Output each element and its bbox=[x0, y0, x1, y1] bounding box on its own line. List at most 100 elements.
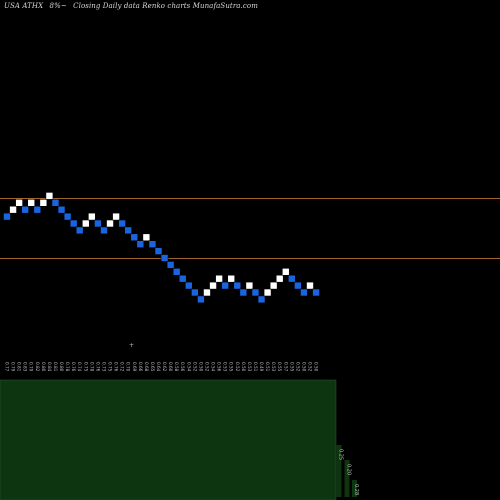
x-tick-label: 0.52 bbox=[235, 362, 240, 372]
renko-brick-down bbox=[57, 205, 66, 214]
renko-brick-down bbox=[257, 295, 266, 304]
renko-brick-down bbox=[197, 295, 205, 304]
x-tick-label: 0.74 bbox=[77, 362, 82, 372]
renko-brick-down bbox=[172, 267, 181, 276]
renko-brick-down bbox=[233, 281, 242, 290]
x-tick-label: 0.81 bbox=[17, 362, 22, 372]
x-tick-label: 0.72 bbox=[120, 362, 125, 372]
x-tick-label: 0.52 bbox=[308, 362, 313, 372]
renko-brick-down bbox=[69, 219, 78, 228]
chart-description: Closing Daily data Renko charts MunafaSu… bbox=[73, 2, 258, 10]
x-tick-label: 0.80 bbox=[59, 362, 64, 372]
x-tick-label: 0.58 bbox=[174, 362, 179, 372]
x-tick-label: 0.50 bbox=[198, 362, 203, 372]
x-tick-label: 0.52 bbox=[192, 362, 197, 372]
volume-label: 0.25 bbox=[338, 449, 344, 460]
renko-brick-up bbox=[81, 219, 90, 228]
renko-brick-down bbox=[288, 274, 296, 283]
renko-brick-down bbox=[63, 212, 72, 221]
x-tick-label: 0.56 bbox=[217, 362, 222, 372]
renko-brick-up bbox=[269, 281, 278, 290]
x-tick-label: 0.56 bbox=[180, 362, 185, 372]
x-tick-label: 0.51 bbox=[253, 362, 258, 372]
renko-brick-down bbox=[21, 205, 29, 214]
x-tick-label: 0.78 bbox=[89, 362, 94, 372]
renko-brick-down bbox=[191, 288, 199, 297]
x-tick-label: 0.52 bbox=[295, 362, 300, 372]
x-tick-label: 0.76 bbox=[114, 362, 119, 372]
renko-brick-up bbox=[106, 219, 114, 228]
x-tick-label: 0.84 bbox=[47, 362, 52, 372]
volume-area bbox=[0, 379, 337, 500]
x-tick-label: 0.57 bbox=[283, 362, 288, 372]
renko-brick-down bbox=[100, 226, 108, 235]
x-tick-label: 0.55 bbox=[277, 362, 282, 372]
renko-brick-down bbox=[300, 288, 308, 297]
chart-header: USA ATHX 8%~ Closing Daily data Renko ch… bbox=[4, 2, 262, 10]
reference-lines bbox=[0, 198, 500, 259]
renko-brick-up bbox=[45, 192, 54, 200]
x-tick-label: 0.79 bbox=[29, 362, 34, 372]
renko-brick-down bbox=[160, 254, 169, 262]
volume-bar bbox=[336, 445, 342, 497]
renko-brick-up bbox=[306, 281, 314, 290]
renko-brick-down bbox=[136, 240, 145, 248]
renko-brick-up bbox=[215, 274, 223, 283]
x-tick-label: 0.55 bbox=[229, 362, 234, 372]
marker-plus: + bbox=[129, 342, 134, 349]
x-tick-label: 0.77 bbox=[5, 362, 10, 372]
x-tick-label: 0.50 bbox=[301, 362, 306, 372]
renko-brick-down bbox=[33, 205, 42, 214]
x-tick-label: 0.69 bbox=[132, 362, 137, 372]
change-percent: 8%~ bbox=[49, 2, 67, 10]
x-tick-label: 0.62 bbox=[162, 362, 167, 372]
volume-panel: 0.250.20 0.28 bbox=[0, 379, 359, 500]
x-tick-label: 0.54 bbox=[186, 362, 191, 372]
renko-brick-up bbox=[245, 281, 254, 290]
renko-brick-down bbox=[124, 226, 132, 235]
renko-brick-down bbox=[294, 281, 302, 290]
renko-brick-down bbox=[312, 288, 320, 297]
x-tick-label: 0.53 bbox=[271, 362, 276, 372]
renko-brick-up bbox=[281, 267, 290, 276]
x-tick-label: 0.50 bbox=[314, 362, 319, 372]
x-tick-label: 0.54 bbox=[211, 362, 216, 372]
x-tick-label: 0.81 bbox=[53, 362, 58, 372]
volume-label: 0.20 bbox=[346, 464, 352, 475]
x-tick-label: 0.55 bbox=[289, 362, 294, 372]
renko-brick-up bbox=[263, 288, 272, 297]
renko-brick-up bbox=[39, 199, 48, 207]
renko-brick-down bbox=[148, 240, 157, 248]
ticker-symbol: USA ATHX bbox=[4, 2, 44, 10]
renko-brick-down bbox=[221, 281, 229, 290]
renko-brick-down bbox=[118, 219, 126, 228]
renko-brick-down bbox=[130, 233, 139, 242]
renko-brick-up bbox=[9, 205, 17, 214]
renko-brick-down bbox=[154, 247, 163, 255]
x-tick-label: 0.70 bbox=[126, 362, 131, 372]
x-tick-label: 0.60 bbox=[168, 362, 173, 372]
renko-brick-down bbox=[51, 199, 60, 207]
renko-brick-up bbox=[209, 281, 217, 290]
x-tick-label: 0.68 bbox=[144, 362, 149, 372]
x-axis-labels: 0.77 0.79 0.81 0.83 0.79 0.82 0.80 0.84 0.81 0.80… bbox=[5, 342, 319, 372]
x-tick-label: 0.65 bbox=[150, 362, 155, 372]
renko-brick-down bbox=[166, 261, 175, 269]
renko-brick-down bbox=[178, 274, 187, 283]
renko-brick-up bbox=[15, 199, 23, 207]
x-tick-label: 0.75 bbox=[108, 362, 113, 372]
x-tick-label: 0.49 bbox=[259, 362, 264, 372]
renko-brick-down bbox=[3, 212, 11, 221]
x-tick-label: 0.52 bbox=[204, 362, 209, 372]
volume-bar bbox=[352, 480, 357, 497]
renko-brick-down bbox=[185, 281, 193, 290]
x-tick-label: 0.76 bbox=[71, 362, 76, 372]
renko-bricks bbox=[3, 192, 320, 304]
x-tick-label: 0.73 bbox=[101, 362, 106, 372]
x-tick-label: 0.79 bbox=[11, 362, 16, 372]
x-tick-label: 0.75 bbox=[83, 362, 88, 372]
x-tick-label: 0.83 bbox=[23, 362, 28, 372]
renko-brick-down bbox=[75, 226, 84, 235]
renko-brick-up bbox=[88, 212, 96, 221]
renko-brick-up bbox=[27, 199, 36, 207]
